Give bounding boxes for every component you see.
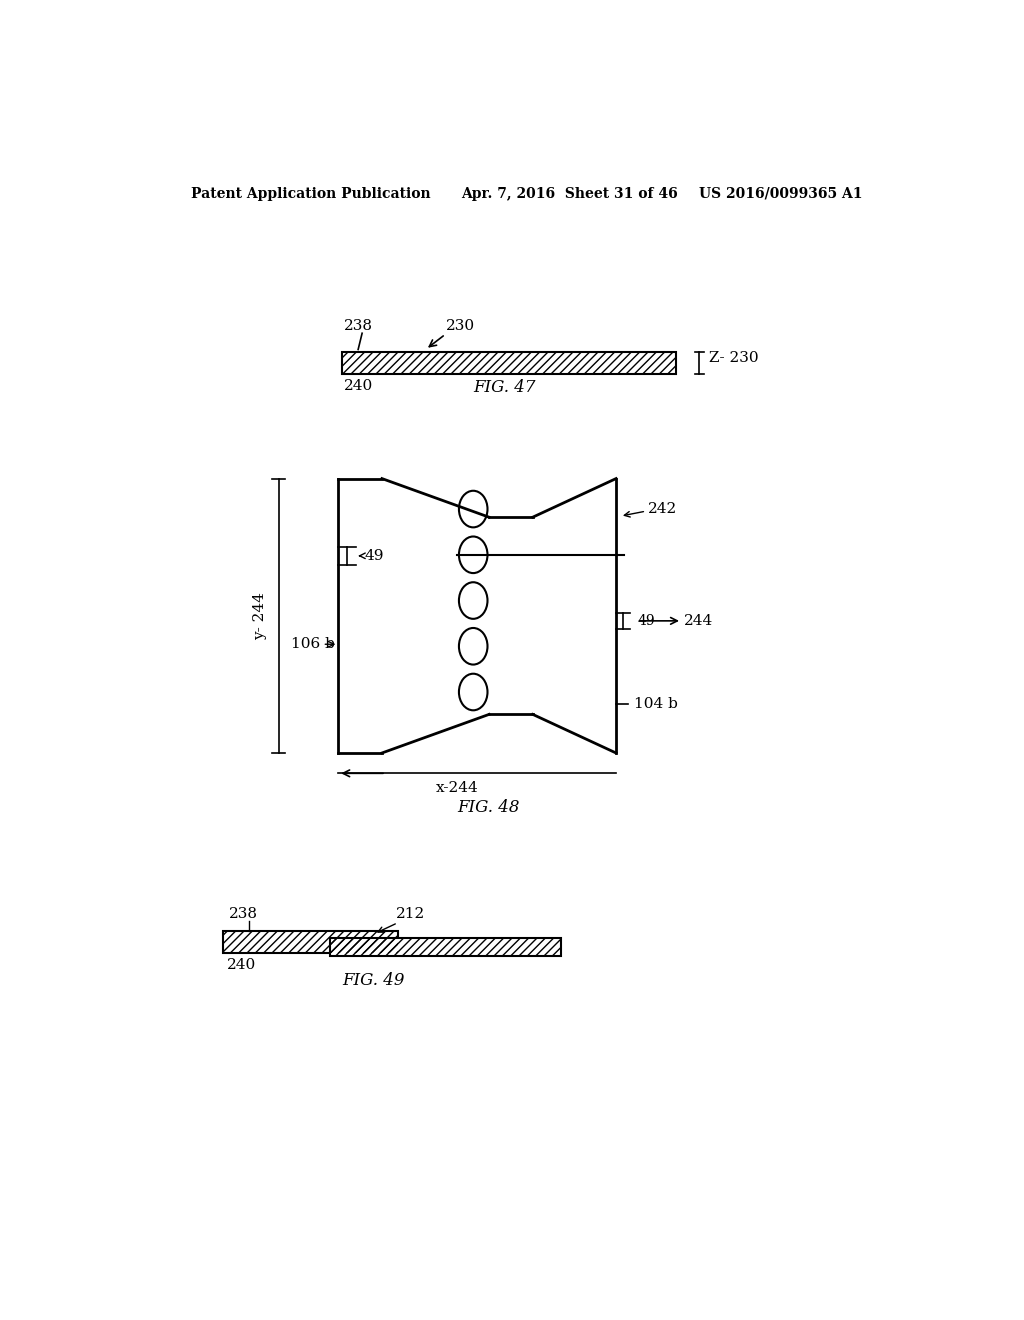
Bar bbox=[342, 351, 676, 374]
Text: 240: 240 bbox=[344, 379, 373, 393]
Text: 244: 244 bbox=[684, 614, 713, 628]
Text: 238: 238 bbox=[228, 907, 258, 921]
Text: y- 244: y- 244 bbox=[253, 591, 267, 640]
Text: 240: 240 bbox=[227, 958, 256, 973]
Text: FIG. 47: FIG. 47 bbox=[473, 379, 536, 396]
Text: x-244: x-244 bbox=[436, 781, 478, 796]
Text: Z- 230: Z- 230 bbox=[709, 351, 759, 364]
Text: 49: 49 bbox=[365, 549, 384, 562]
Text: US 2016/0099365 A1: US 2016/0099365 A1 bbox=[699, 187, 863, 201]
Text: 49: 49 bbox=[638, 614, 655, 628]
Bar bbox=[342, 351, 676, 374]
Text: FIG. 49: FIG. 49 bbox=[342, 972, 404, 989]
Text: 238: 238 bbox=[344, 319, 373, 333]
Text: 230: 230 bbox=[445, 319, 474, 333]
Bar bbox=[223, 931, 397, 953]
Text: 242: 242 bbox=[648, 502, 677, 516]
Text: 212: 212 bbox=[396, 907, 426, 921]
Bar bbox=[223, 931, 397, 953]
Bar bbox=[331, 939, 560, 956]
Text: 106 b: 106 b bbox=[291, 638, 335, 651]
Text: Apr. 7, 2016  Sheet 31 of 46: Apr. 7, 2016 Sheet 31 of 46 bbox=[461, 187, 678, 201]
Text: Patent Application Publication: Patent Application Publication bbox=[191, 187, 431, 201]
Text: FIG. 48: FIG. 48 bbox=[458, 799, 520, 816]
Bar bbox=[331, 939, 560, 956]
Text: 104 b: 104 b bbox=[634, 697, 678, 711]
